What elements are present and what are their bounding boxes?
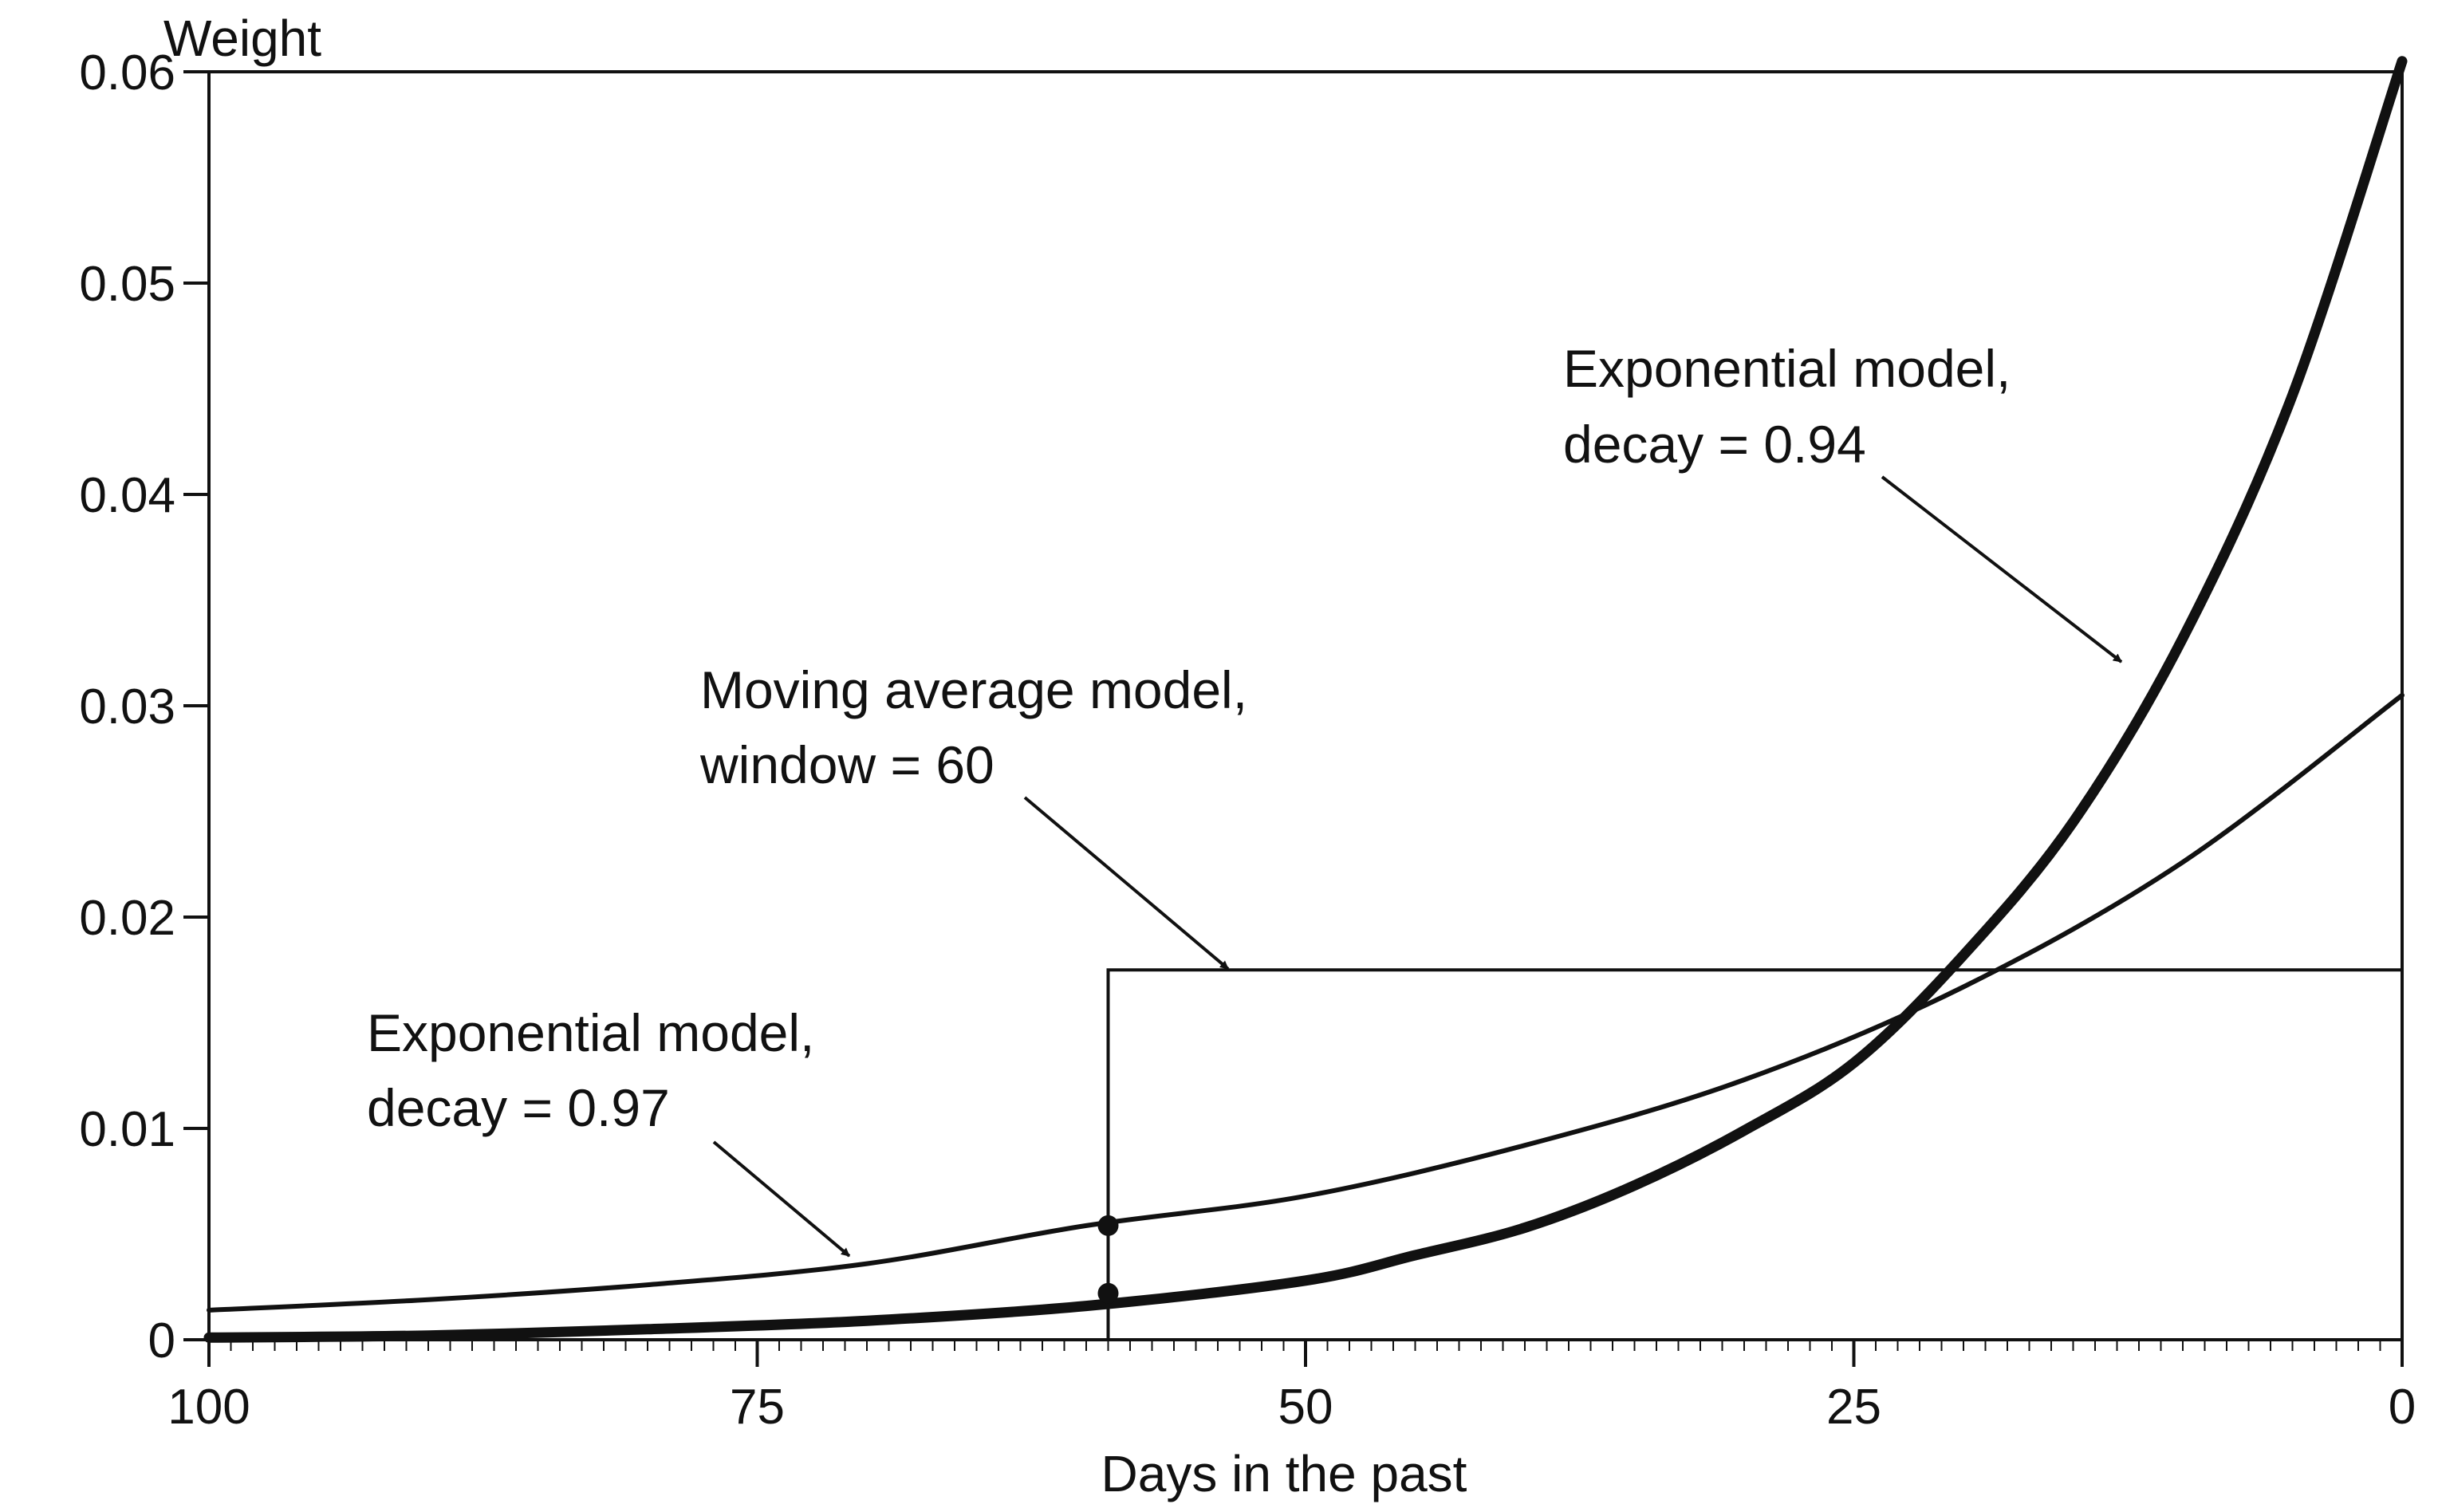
data-point-marker — [1097, 1215, 1119, 1236]
y-tick-label: 0.06 — [79, 45, 175, 100]
series-layer — [203, 56, 2408, 1343]
plot-frame — [207, 70, 2404, 1341]
x-tick-label: 50 — [1278, 1380, 1333, 1435]
annotation-decay-094-line2: decay = 0.94 — [1563, 415, 1866, 474]
y-axis-title: Weight — [163, 10, 321, 67]
annotation-decay-097-line1: Exponential model, — [367, 1003, 814, 1062]
y-tick-label: 0.02 — [79, 891, 175, 946]
y-axis: 0 0.01 0.02 0.03 0.04 0.05 0.06 — [79, 45, 209, 1368]
y-tick-label: 0.01 — [79, 1102, 175, 1157]
y-tick-label: 0.04 — [79, 468, 175, 523]
series-line-decay-097 — [207, 692, 2405, 1313]
annotation-decay-097-line2: decay = 0.97 — [367, 1078, 670, 1137]
annotation-decay-097-arrow — [712, 1140, 851, 1258]
y-tick-label: 0.05 — [79, 257, 175, 312]
x-tick-label: 100 — [167, 1380, 250, 1435]
plot-border — [207, 70, 2404, 1341]
series-line-decay-094 — [203, 56, 2408, 1343]
x-tick-label: 25 — [1826, 1380, 1881, 1435]
x-tick-label: 75 — [730, 1380, 785, 1435]
y-tick-label: 0 — [148, 1313, 175, 1368]
annotation-moving-average-arrow — [1023, 796, 1230, 971]
x-tick-label: 0 — [2389, 1380, 2416, 1435]
y-tick-label: 0.03 — [79, 679, 175, 734]
annotation-decay-097: Exponential model, decay = 0.97 — [367, 1003, 851, 1258]
x-axis: 100 75 50 25 0 — [167, 1340, 2416, 1435]
annotation-decay-094-line1: Exponential model, — [1563, 339, 2011, 398]
data-point-marker — [1097, 1282, 1119, 1304]
annotation-moving-average-line2: window = 60 — [699, 735, 994, 794]
x-axis-title: Days in the past — [1101, 1445, 1467, 1502]
annotation-decay-094: Exponential model, decay = 0.94 — [1563, 339, 2123, 663]
annotation-moving-average: Moving average model, window = 60 — [699, 660, 1247, 971]
annotation-decay-094-arrow — [1881, 475, 2123, 663]
series-line-moving-average — [209, 968, 2404, 1341]
marker-layer — [1097, 1215, 1119, 1304]
annotation-moving-average-line1: Moving average model, — [700, 660, 1247, 719]
